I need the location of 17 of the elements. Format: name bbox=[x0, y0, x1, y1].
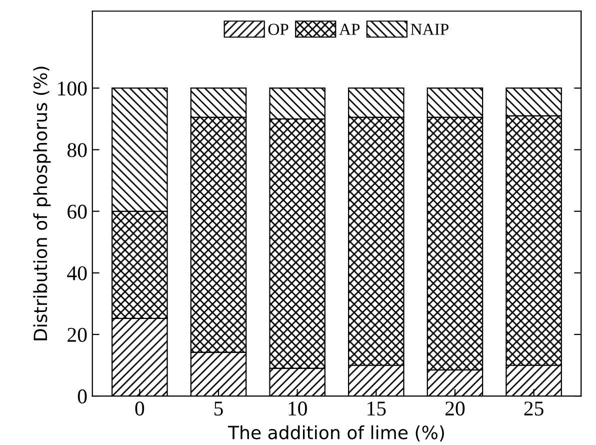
x-tick-label: 10 bbox=[288, 402, 307, 416]
y-tick-label: 100 bbox=[58, 81, 87, 96]
y-axis-title: Distribution of phosphorus (%) bbox=[33, 66, 51, 340]
x-axis-title: The addition of lime (%) bbox=[228, 425, 444, 442]
legend-label: AP bbox=[339, 24, 360, 35]
y-tick-label: 60 bbox=[68, 204, 87, 219]
x-tick-label: 5 bbox=[214, 402, 223, 416]
y-tick-label: 0 bbox=[78, 389, 87, 404]
y-tick-label: 80 bbox=[67, 143, 87, 158]
x-tick-label: 15 bbox=[368, 402, 386, 416]
y-tick-label: 40 bbox=[67, 266, 87, 280]
x-tick-label: 0 bbox=[135, 402, 144, 416]
x-tick-label: 20 bbox=[445, 402, 465, 416]
y-tick-label: 20 bbox=[68, 328, 87, 342]
x-tick-label: 25 bbox=[524, 402, 544, 416]
legend-label: NAIP bbox=[410, 24, 448, 35]
legend-label: OP bbox=[268, 24, 288, 35]
